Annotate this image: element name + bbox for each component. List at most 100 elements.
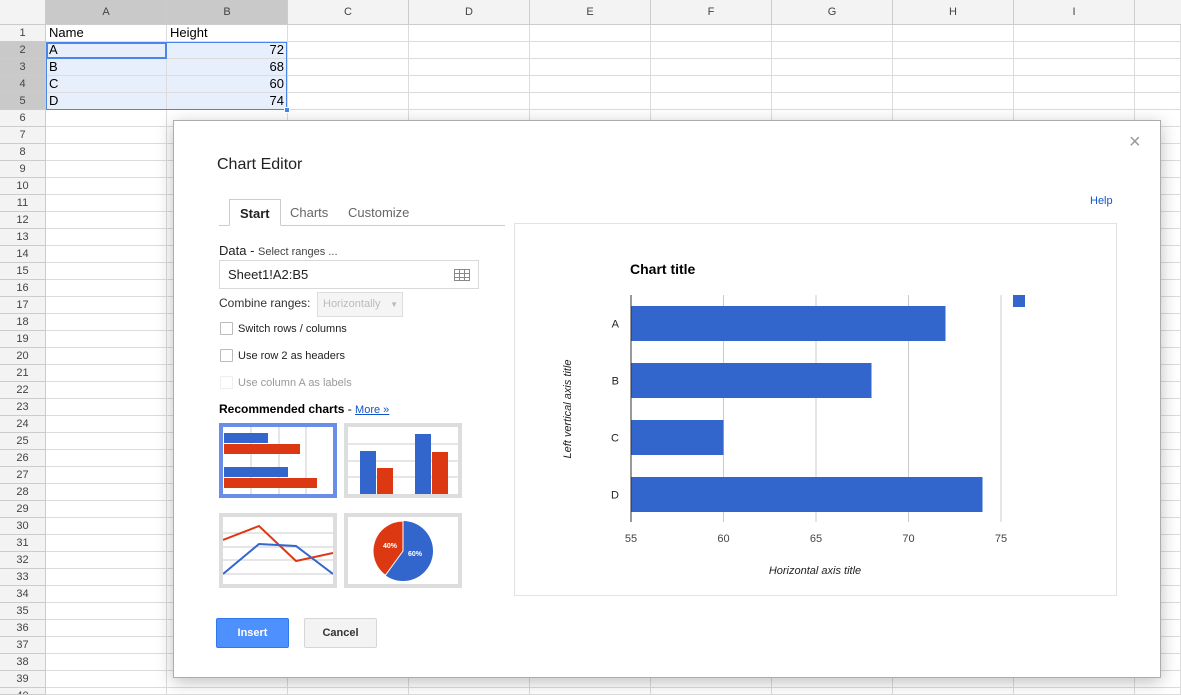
cell[interactable] — [46, 586, 167, 603]
cell[interactable] — [288, 671, 409, 688]
select-all-corner[interactable] — [0, 0, 46, 25]
tab-charts[interactable]: Charts — [290, 205, 329, 220]
column-header[interactable]: A — [46, 0, 167, 25]
cell[interactable] — [651, 42, 772, 59]
cell[interactable] — [46, 161, 167, 178]
cell[interactable] — [530, 42, 651, 59]
cell[interactable] — [46, 178, 167, 195]
cell[interactable] — [772, 93, 893, 110]
help-link[interactable]: Help — [1090, 195, 1113, 207]
row-header[interactable]: 38 — [0, 654, 46, 671]
cell[interactable] — [1135, 42, 1181, 59]
cell[interactable] — [167, 688, 288, 695]
row-header[interactable]: 35 — [0, 603, 46, 620]
checkbox[interactable] — [220, 322, 233, 335]
cell[interactable] — [46, 297, 167, 314]
row-header[interactable]: 27 — [0, 467, 46, 484]
cell[interactable] — [46, 331, 167, 348]
cell[interactable] — [409, 76, 530, 93]
cell[interactable] — [46, 348, 167, 365]
cell[interactable] — [530, 25, 651, 42]
cell[interactable] — [46, 314, 167, 331]
column-header[interactable]: C — [288, 0, 409, 25]
row-header[interactable]: 32 — [0, 552, 46, 569]
cell[interactable] — [46, 688, 167, 695]
cell[interactable]: 68 — [167, 59, 288, 76]
cell[interactable] — [46, 450, 167, 467]
cell[interactable] — [530, 671, 651, 688]
column-header[interactable]: F — [651, 0, 772, 25]
cell[interactable] — [46, 620, 167, 637]
row-header[interactable]: 29 — [0, 501, 46, 518]
cell[interactable] — [651, 93, 772, 110]
cell[interactable] — [288, 93, 409, 110]
cell[interactable] — [772, 688, 893, 695]
active-cell[interactable] — [46, 42, 167, 59]
row-header[interactable]: 13 — [0, 229, 46, 246]
cell[interactable] — [409, 59, 530, 76]
cell[interactable] — [530, 688, 651, 695]
cell[interactable]: 74 — [167, 93, 288, 110]
row-header[interactable]: 15 — [0, 263, 46, 280]
thumb-pie-chart[interactable]: 40% 60% — [344, 513, 462, 588]
cell[interactable] — [288, 42, 409, 59]
chart-preview[interactable]: Chart title Horizontal axis title Left v… — [514, 223, 1117, 596]
cell[interactable] — [893, 688, 1014, 695]
tab-start[interactable]: Start — [229, 199, 281, 226]
tab-customize[interactable]: Customize — [348, 205, 410, 220]
row-header[interactable]: 19 — [0, 331, 46, 348]
cell[interactable] — [46, 467, 167, 484]
cell[interactable]: B — [46, 59, 167, 76]
cell[interactable] — [772, 42, 893, 59]
row-header[interactable]: 36 — [0, 620, 46, 637]
cell[interactable] — [46, 212, 167, 229]
cell[interactable] — [46, 654, 167, 671]
cell[interactable] — [530, 93, 651, 110]
row-header[interactable]: 16 — [0, 280, 46, 297]
cell[interactable] — [46, 365, 167, 382]
cell[interactable] — [893, 59, 1014, 76]
cell[interactable] — [409, 671, 530, 688]
row-header[interactable]: 2 — [0, 42, 46, 59]
cell[interactable]: Name — [46, 25, 167, 42]
cell[interactable] — [530, 59, 651, 76]
cell[interactable] — [651, 25, 772, 42]
row-header[interactable]: 40 — [0, 688, 46, 695]
cell[interactable] — [651, 671, 772, 688]
thumb-column-chart[interactable] — [344, 423, 462, 498]
cell[interactable] — [893, 93, 1014, 110]
row-header[interactable]: 17 — [0, 297, 46, 314]
column-header[interactable]: B — [167, 0, 288, 25]
cell[interactable] — [46, 246, 167, 263]
cell[interactable] — [46, 144, 167, 161]
cell[interactable] — [772, 25, 893, 42]
column-header[interactable]: G — [772, 0, 893, 25]
cell[interactable] — [46, 382, 167, 399]
row-header[interactable]: 1 — [0, 25, 46, 42]
cell[interactable] — [167, 671, 288, 688]
cell[interactable] — [46, 518, 167, 535]
grid-select-icon[interactable] — [454, 269, 470, 281]
cell[interactable] — [46, 603, 167, 620]
cell[interactable] — [46, 195, 167, 212]
cell[interactable] — [409, 93, 530, 110]
cell[interactable] — [1135, 25, 1181, 42]
cell[interactable]: Height — [167, 25, 288, 42]
cell[interactable] — [1014, 42, 1135, 59]
cell[interactable] — [46, 229, 167, 246]
cell[interactable] — [409, 25, 530, 42]
cell[interactable] — [893, 671, 1014, 688]
cell[interactable] — [772, 76, 893, 93]
row-header[interactable]: 8 — [0, 144, 46, 161]
more-link[interactable]: More » — [355, 404, 390, 416]
cell[interactable] — [651, 76, 772, 93]
row-header[interactable]: 33 — [0, 569, 46, 586]
cell[interactable] — [46, 110, 167, 127]
row-header[interactable]: 21 — [0, 365, 46, 382]
column-header[interactable]: E — [530, 0, 651, 25]
cell[interactable]: C — [46, 76, 167, 93]
cell[interactable] — [772, 59, 893, 76]
cell[interactable] — [1014, 688, 1135, 695]
cell[interactable] — [772, 671, 893, 688]
cell[interactable] — [46, 552, 167, 569]
